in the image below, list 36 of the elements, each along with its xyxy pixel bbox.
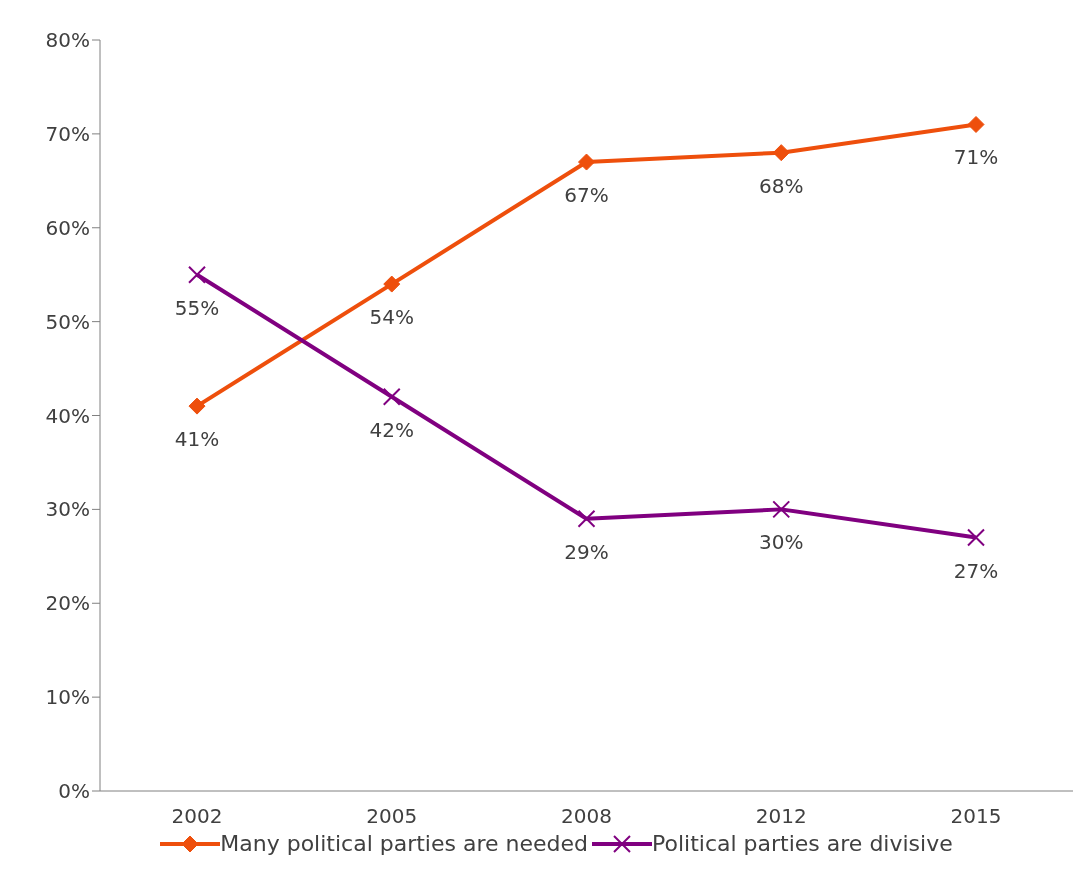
data-label: 68% <box>759 173 804 198</box>
point <box>383 275 401 293</box>
data-label: 67% <box>564 183 609 208</box>
data-label: 54% <box>369 305 414 330</box>
data-label: 55% <box>174 295 220 320</box>
x-tick-label: 2012 <box>755 804 807 829</box>
y-tick-label: 20% <box>45 591 90 616</box>
point <box>578 153 595 171</box>
point <box>382 387 401 406</box>
data-label: 30% <box>759 530 804 555</box>
x-tick-label: 2002 <box>171 804 223 829</box>
y-tick-label: 40% <box>45 403 90 428</box>
point <box>772 144 790 162</box>
y-tick-label: 50% <box>45 309 90 334</box>
y-tick-label: 80% <box>45 28 90 53</box>
y-tick-label: 70% <box>45 121 90 146</box>
y-tick-label: 0% <box>58 779 90 804</box>
x-tick-label: 2008 <box>561 804 612 829</box>
point <box>967 115 985 133</box>
point <box>188 397 206 415</box>
y-tick-label: 30% <box>45 497 90 522</box>
data-label: 27% <box>953 558 999 583</box>
data-label: 42% <box>369 417 414 442</box>
data-label: 29% <box>564 539 609 564</box>
point <box>772 500 791 519</box>
data-label: 41% <box>174 427 220 452</box>
point <box>967 528 985 547</box>
point <box>188 265 206 284</box>
y-tick-label: 60% <box>45 215 90 240</box>
y-tick-label: 10% <box>45 685 90 710</box>
legend-label: Many political parties are needed <box>220 831 589 856</box>
x-tick-label: 2005 <box>366 804 418 829</box>
legend-label: Political parties are divisive <box>652 831 953 856</box>
data-label: 71% <box>953 145 999 170</box>
x-tick-label: 2015 <box>950 804 1002 829</box>
point <box>577 509 596 528</box>
